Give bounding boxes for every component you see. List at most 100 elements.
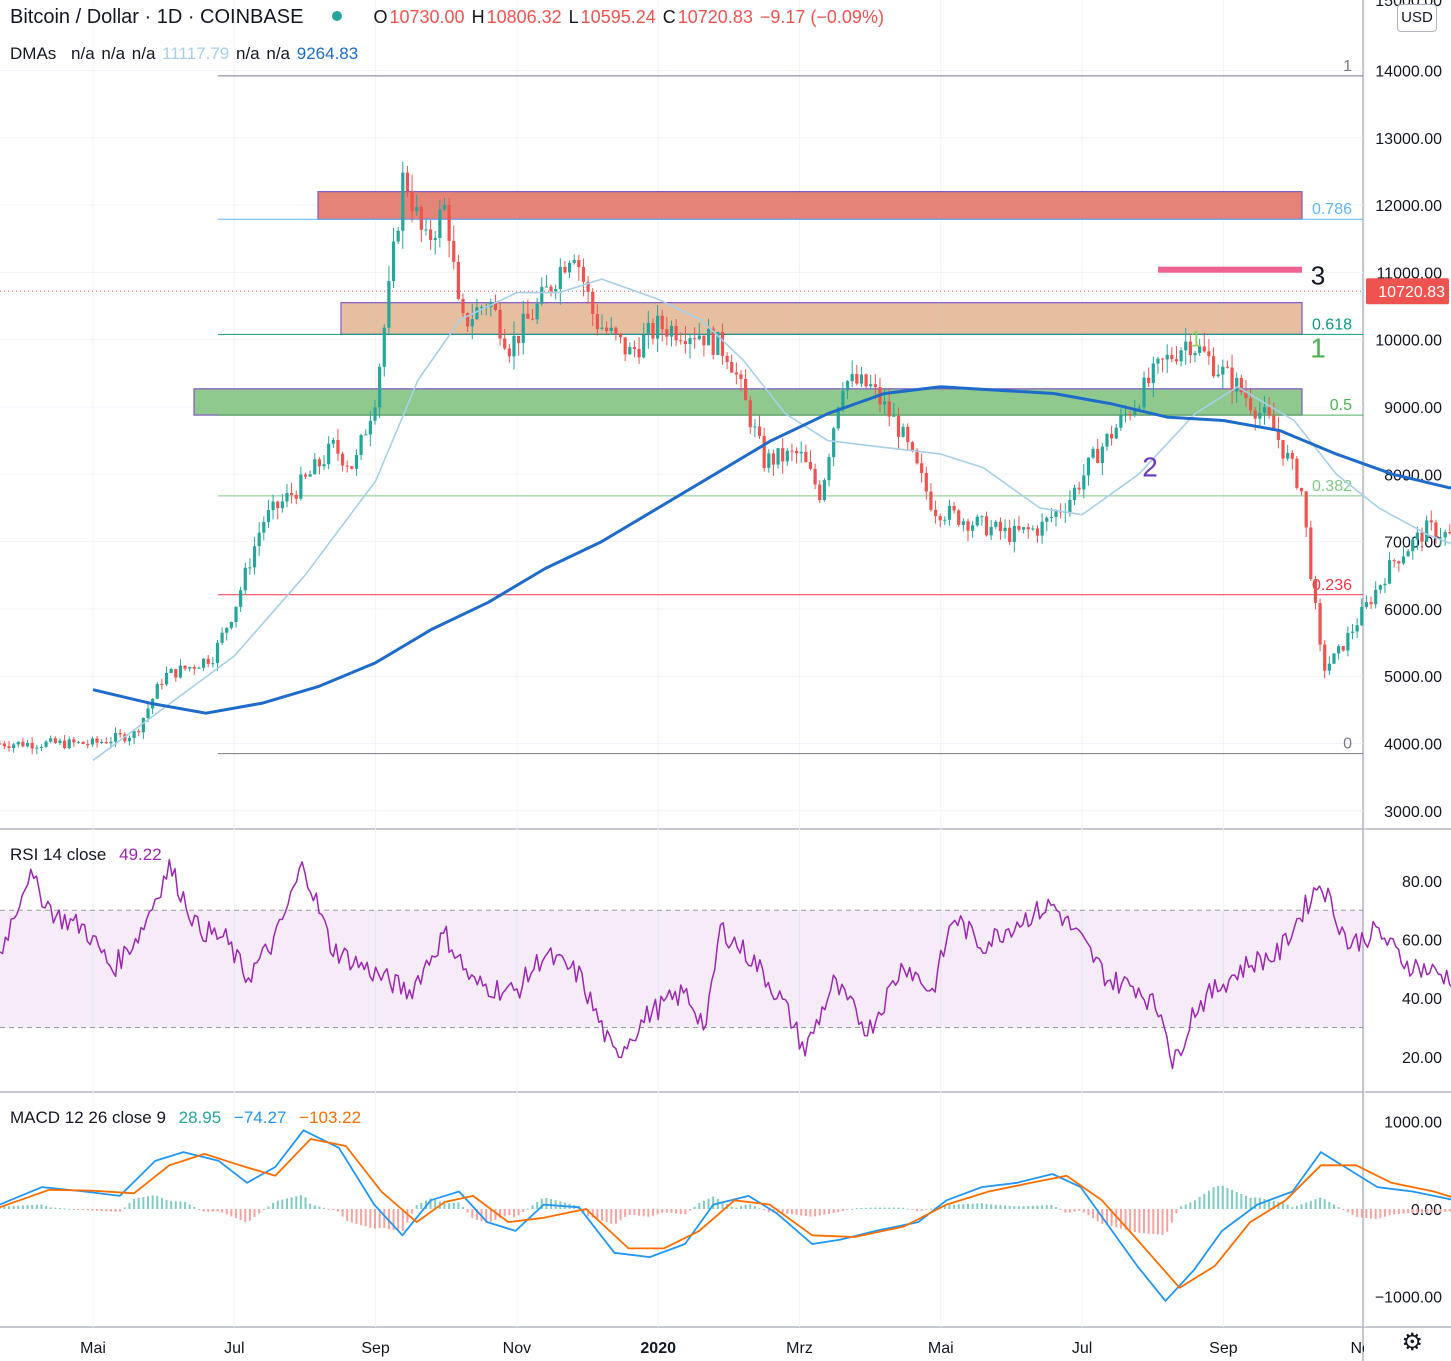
candle-body xyxy=(1295,458,1299,488)
dma-value-fast: 11117.79 xyxy=(162,44,230,63)
macd-histogram-bar xyxy=(1282,1202,1285,1209)
candle-body xyxy=(808,462,813,469)
candle-body xyxy=(535,303,539,320)
macd-histogram-bar xyxy=(281,1199,284,1209)
macd-histogram-bar xyxy=(665,1209,668,1213)
candle-body xyxy=(605,327,609,332)
macd-histogram-bar xyxy=(985,1203,988,1209)
macd-histogram-bar xyxy=(448,1203,451,1209)
candle-body xyxy=(470,319,474,327)
annotation-label: 1 xyxy=(1310,333,1326,364)
candle-body xyxy=(804,451,808,463)
macd-tick-label: −1000.00 xyxy=(1375,1290,1442,1307)
candle-body xyxy=(957,510,961,525)
candle-body xyxy=(1202,346,1206,352)
macd-histogram-bar xyxy=(1407,1209,1410,1214)
macd-histogram-bar xyxy=(378,1209,381,1229)
macd-histogram-bar xyxy=(285,1198,288,1209)
macd-histogram-bar xyxy=(1374,1209,1377,1220)
macd-histogram-bar xyxy=(1045,1205,1048,1209)
candle-body xyxy=(257,532,261,547)
fib-level-label: 0.236 xyxy=(1312,577,1352,594)
candle-body xyxy=(313,459,317,475)
macd-histogram-bar xyxy=(1346,1209,1349,1213)
candle-body xyxy=(933,509,938,517)
macd-histogram-bar xyxy=(179,1201,182,1209)
candle-body xyxy=(790,450,794,452)
candle-body xyxy=(197,667,201,669)
candle-body xyxy=(591,291,595,314)
macd-histogram-bar xyxy=(656,1209,659,1215)
macd-histogram-bar xyxy=(735,1207,738,1209)
currency-button[interactable]: USD xyxy=(1397,4,1437,32)
gear-icon[interactable]: ⚙ xyxy=(1401,1329,1423,1356)
candle-body xyxy=(206,658,210,664)
macd-histogram-bar xyxy=(401,1209,404,1232)
rsi-label: RSI 14 close xyxy=(10,845,107,864)
macd-histogram-bar xyxy=(336,1209,339,1212)
macd-histogram-bar xyxy=(642,1209,645,1217)
macd-histogram-bar xyxy=(193,1206,196,1209)
candle-body xyxy=(961,521,965,525)
candle-body xyxy=(975,516,979,526)
candle-body xyxy=(1313,578,1318,603)
macd-histogram-bar xyxy=(1226,1187,1229,1209)
macd-histogram-bar xyxy=(512,1209,515,1218)
macd-histogram-bar xyxy=(160,1197,163,1209)
macd-histogram-bar xyxy=(753,1206,756,1209)
candle-body xyxy=(581,267,586,282)
macd-histogram-bar xyxy=(318,1206,321,1209)
candle-body xyxy=(947,505,952,520)
candle-body xyxy=(651,323,655,339)
candle-body xyxy=(109,741,113,744)
macd-histogram-bar xyxy=(892,1207,895,1209)
candle-body xyxy=(137,731,141,733)
dma-fast-line xyxy=(92,278,1451,761)
candle-body xyxy=(938,516,942,521)
macd-histogram-bar xyxy=(1152,1209,1155,1235)
candle-body xyxy=(549,286,553,292)
candle-body xyxy=(1244,392,1248,399)
macd-histogram-bar xyxy=(860,1207,863,1209)
time-tick-label: Jul xyxy=(1072,1340,1092,1357)
macd-histogram-bar xyxy=(1078,1209,1081,1211)
candle-body xyxy=(1188,341,1192,356)
macd-histogram-bar xyxy=(888,1207,891,1209)
macd-histogram-bar xyxy=(253,1209,256,1218)
macd-histogram-bar xyxy=(17,1205,20,1209)
macd-histogram-bar xyxy=(411,1209,414,1214)
macd-histogram-bar xyxy=(911,1209,914,1211)
macd-histogram-bar xyxy=(786,1209,789,1214)
macd-histogram-bar xyxy=(1147,1209,1150,1234)
macd-histogram-bar xyxy=(304,1197,307,1209)
dma-value: n/a xyxy=(71,44,95,63)
candle-body xyxy=(415,207,419,212)
macd-histogram-bar xyxy=(244,1209,247,1223)
macd-histogram-bar xyxy=(272,1202,275,1209)
time-tick-label: Mrz xyxy=(786,1340,813,1357)
macd-histogram-bar xyxy=(12,1205,15,1209)
macd-histogram-bar xyxy=(462,1207,465,1209)
macd-histogram-bar xyxy=(313,1205,316,1209)
macd-histogram-bar xyxy=(739,1206,742,1209)
macd-histogram-bar xyxy=(605,1209,608,1223)
candle-body xyxy=(16,741,20,745)
ohlc-low: 10595.24 xyxy=(580,7,656,27)
candle-body xyxy=(1364,602,1369,608)
macd-histogram-bar xyxy=(151,1195,154,1209)
candle-body xyxy=(220,632,224,643)
candle-body xyxy=(1309,527,1313,579)
candle-body xyxy=(1258,412,1262,419)
candle-body xyxy=(419,207,423,230)
candle-body xyxy=(1286,452,1290,459)
macd-histogram-bar xyxy=(1092,1209,1095,1219)
candle-body xyxy=(526,313,530,319)
candle-body xyxy=(308,474,312,477)
macd-histogram-bar xyxy=(494,1209,497,1220)
candle-body xyxy=(229,622,233,628)
macd-histogram-bar xyxy=(485,1209,488,1223)
candle-body xyxy=(1211,356,1216,377)
macd-histogram-bar xyxy=(730,1206,733,1209)
candle-body xyxy=(2,743,6,747)
